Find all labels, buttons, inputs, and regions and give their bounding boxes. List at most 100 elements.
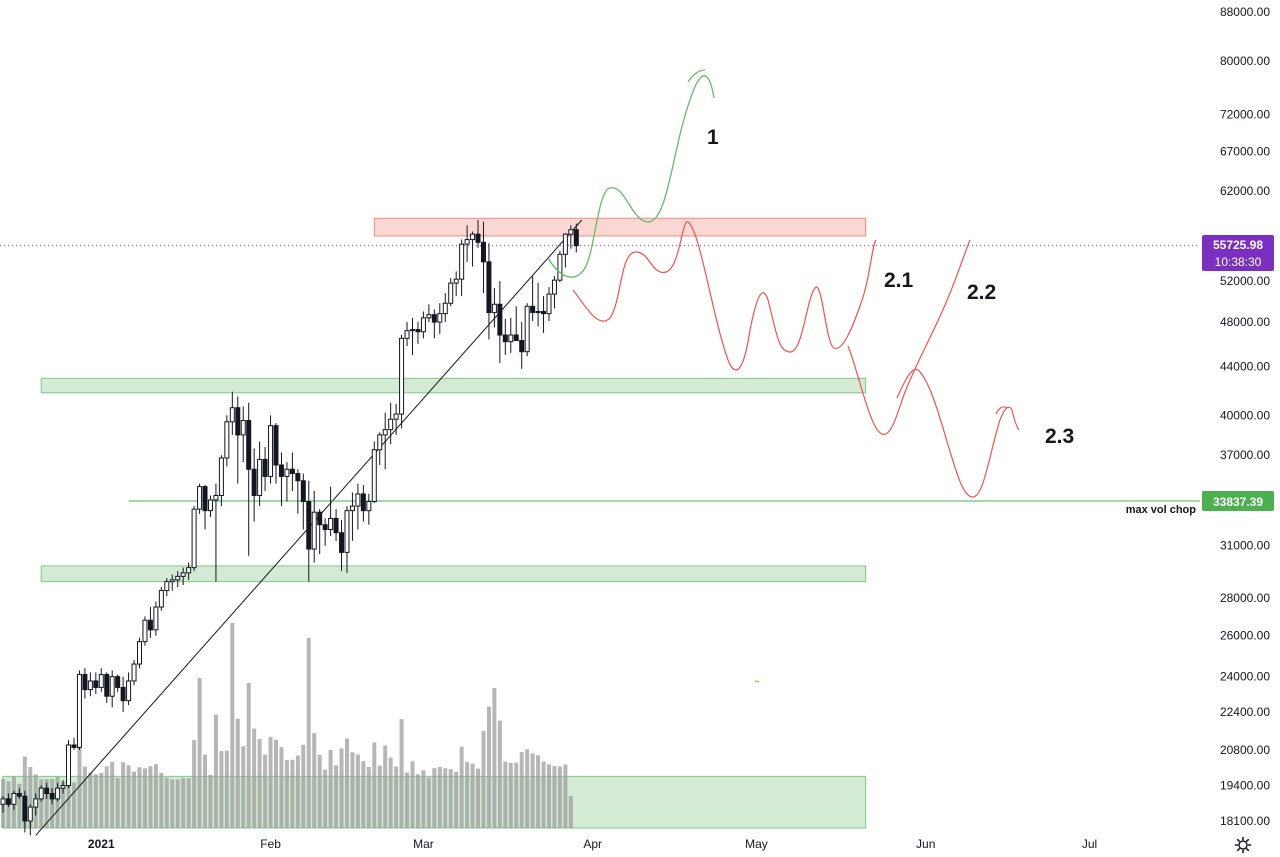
candle xyxy=(27,804,33,836)
candle xyxy=(131,659,137,686)
volume-bar xyxy=(235,718,240,828)
volume-bar xyxy=(557,766,562,828)
volume-bar xyxy=(121,762,126,828)
candle xyxy=(218,455,224,507)
volume-bar xyxy=(454,771,459,828)
volume-bar xyxy=(257,739,262,828)
candle xyxy=(104,672,110,703)
candle xyxy=(224,415,230,467)
candle xyxy=(333,509,339,541)
candle-body xyxy=(71,744,77,748)
candle-body xyxy=(349,505,355,512)
volume-bar xyxy=(213,714,218,828)
candle xyxy=(0,796,6,813)
volume-bar xyxy=(361,761,366,828)
volume-bar xyxy=(301,744,306,828)
price-axis-label: 72000.00 xyxy=(1220,108,1270,122)
candle-body xyxy=(202,486,208,512)
candle xyxy=(207,495,213,517)
candle-body xyxy=(131,663,137,682)
candle xyxy=(426,304,432,323)
volume-bar xyxy=(88,772,93,828)
candle-body xyxy=(137,641,142,665)
candle-body xyxy=(33,798,39,808)
candle-body xyxy=(229,407,235,423)
time-axis-label: May xyxy=(745,837,768,851)
volume-bar xyxy=(246,683,251,828)
volume-bar xyxy=(230,623,235,828)
price-axis-label: 48000.00 xyxy=(1220,315,1270,329)
hline-price-tag: 33837.39 xyxy=(1202,491,1274,511)
volume-bar xyxy=(44,779,49,828)
candle xyxy=(317,509,323,555)
volume-bar xyxy=(153,764,158,828)
candle xyxy=(355,483,361,530)
candle xyxy=(530,276,536,322)
price-axis-label: 19400.00 xyxy=(1220,779,1270,793)
candle xyxy=(546,287,552,322)
candle-body xyxy=(344,510,350,553)
candle xyxy=(535,283,541,327)
candle-body xyxy=(355,493,361,507)
candle-body xyxy=(44,787,50,794)
volume-bar xyxy=(432,768,437,828)
price-axis[interactable]: 88000.00 80000.00 72000.00 67000.00 62000.00… xyxy=(1220,5,1270,828)
volume-bar xyxy=(399,719,404,828)
volume-bar xyxy=(503,761,508,828)
candle xyxy=(55,782,61,802)
candle xyxy=(470,231,476,267)
candle xyxy=(93,672,99,695)
candle xyxy=(22,790,28,833)
candle xyxy=(268,415,274,484)
candle xyxy=(98,668,104,692)
candle-body xyxy=(213,494,219,501)
scenario-1-arrowhead xyxy=(687,69,706,83)
price-axis-label: 44000.00 xyxy=(1220,360,1270,374)
candle xyxy=(11,790,17,810)
volume-bar xyxy=(383,745,388,828)
candle-body xyxy=(426,314,432,319)
volume-bar xyxy=(536,755,541,828)
gear-icon[interactable] xyxy=(1233,835,1253,855)
candle xyxy=(437,303,443,334)
time-axis[interactable]: 2021 Feb Mar Apr May Jun Jul xyxy=(88,837,1097,851)
price-axis-label: 88000.00 xyxy=(1220,5,1270,19)
price-axis-label: 37000.00 xyxy=(1220,448,1270,462)
scenario-label-2-1: 2.1 xyxy=(884,269,914,292)
candle xyxy=(497,281,503,364)
candle xyxy=(448,278,454,307)
volume-bar xyxy=(394,766,399,828)
hline-price-value: 33837.39 xyxy=(1213,495,1263,509)
candle-body xyxy=(420,317,426,333)
volume-bar xyxy=(197,678,202,828)
candle xyxy=(76,670,82,750)
candle xyxy=(235,396,241,484)
volume-bar xyxy=(530,753,535,828)
price-axis-label: 40000.00 xyxy=(1220,408,1270,422)
candle-body xyxy=(453,278,459,284)
volume-bar xyxy=(279,747,284,828)
scenario-2-2-path xyxy=(847,239,971,435)
volume-bar xyxy=(525,749,530,828)
candle-body xyxy=(541,311,547,315)
support-zone-upper xyxy=(40,377,867,394)
candle-body xyxy=(399,337,405,415)
candle-body xyxy=(311,511,317,550)
volume-bar xyxy=(99,772,104,828)
volume-bar xyxy=(175,779,180,828)
candle xyxy=(568,225,574,249)
candle xyxy=(278,452,284,507)
volume-bar xyxy=(66,753,71,828)
candle-body xyxy=(573,229,579,247)
volume-bar xyxy=(519,752,524,828)
candle-body xyxy=(388,418,394,431)
candle-body xyxy=(530,305,536,314)
candle xyxy=(295,469,301,514)
candle xyxy=(502,318,508,356)
volume-bar xyxy=(547,764,551,828)
volume-bar xyxy=(388,757,393,828)
candle-body xyxy=(142,619,148,643)
scenario-1-path xyxy=(547,75,715,278)
candle-body xyxy=(207,499,213,512)
